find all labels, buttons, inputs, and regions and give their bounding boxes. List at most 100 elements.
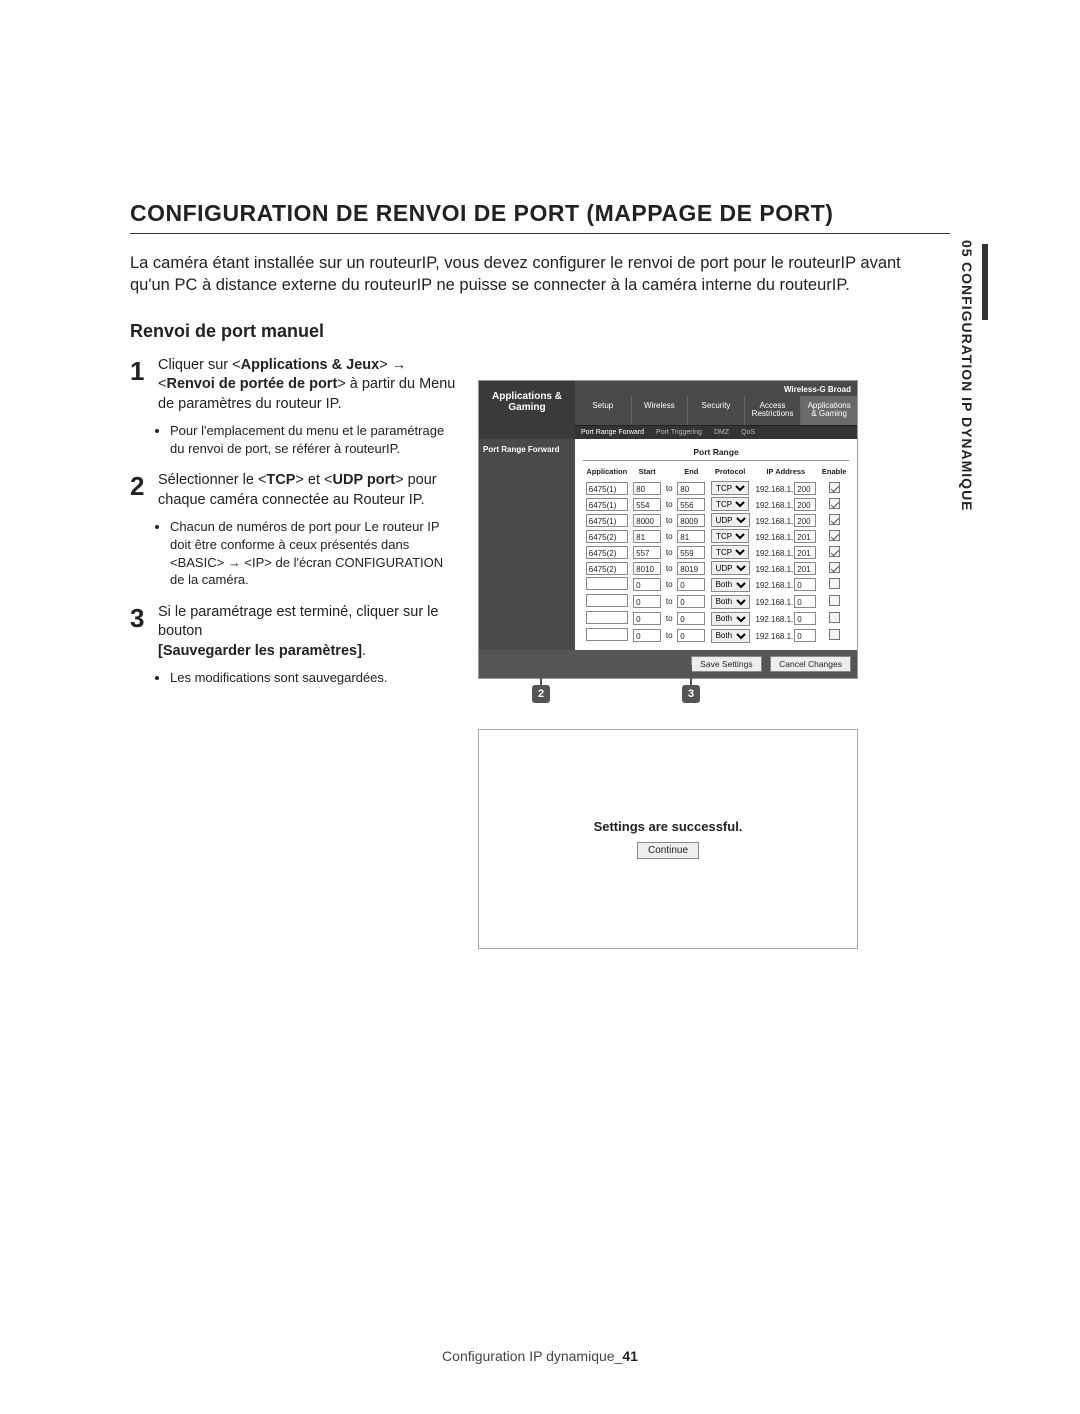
to-label: to [664,576,675,593]
protocol-select[interactable]: TCP [711,545,749,559]
to-label: to [664,593,675,610]
tab-setup[interactable]: Setup [575,396,631,426]
ip-suffix-input[interactable]: 200 [794,482,816,495]
app-input[interactable]: 6475(2) [586,546,628,559]
protocol-select[interactable]: UDP [711,513,750,527]
tab-apps-gaming[interactable]: Applications & Gaming [800,396,857,426]
end-port-input[interactable]: 559 [677,546,705,559]
end-port-input[interactable]: 0 [677,578,705,591]
step-1-bold-1: Applications & Jeux [241,357,380,373]
step-3-text: Si le paramétrage est terminé, cliquer s… [158,604,438,640]
table-row: 0to0Both192.168.1.0 [583,610,849,627]
end-port-input[interactable]: 80 [677,482,705,495]
protocol-select[interactable]: UDP [711,561,750,575]
protocol-select[interactable]: Both [711,595,750,609]
end-port-input[interactable]: 81 [677,530,705,543]
start-port-input[interactable]: 0 [633,629,661,642]
end-port-input[interactable]: 556 [677,498,705,511]
save-settings-button[interactable]: Save Settings [691,656,761,672]
enable-checkbox[interactable] [829,562,840,573]
app-input[interactable] [586,611,628,624]
app-input[interactable]: 6475(1) [586,498,628,511]
to-label: to [664,627,675,644]
continue-button[interactable]: Continue [637,842,699,859]
protocol-select[interactable]: TCP [711,497,749,511]
protocol-select[interactable]: Both [711,612,750,626]
ui-brand: Wireless-G Broad [575,381,857,396]
cancel-changes-button[interactable]: Cancel Changes [770,656,851,672]
th-ip: IP Address [752,465,819,480]
app-input[interactable]: 6475(2) [586,530,628,543]
app-input[interactable] [586,594,628,607]
start-port-input[interactable]: 554 [633,498,661,511]
enable-checkbox[interactable] [829,514,840,525]
start-port-input[interactable]: 8010 [633,562,661,575]
tab-security[interactable]: Security [687,396,744,426]
table-row: 6475(2)8010to8019UDP192.168.1.201 [583,560,849,576]
enable-checkbox[interactable] [829,629,840,640]
enable-checkbox[interactable] [829,530,840,541]
step-3-text: . [362,643,366,659]
start-port-input[interactable]: 80 [633,482,661,495]
subtab-qos[interactable]: QoS [735,426,761,439]
th-end: End [675,465,708,480]
end-port-input[interactable]: 8019 [677,562,705,575]
tab-access-restrictions[interactable]: Access Restrictions [744,396,801,426]
protocol-select[interactable]: Both [711,578,750,592]
start-port-input[interactable]: 0 [633,612,661,625]
start-port-input[interactable]: 8000 [633,514,661,527]
ip-suffix-input[interactable]: 200 [794,498,816,511]
app-input[interactable]: 6475(1) [586,482,628,495]
start-port-input[interactable]: 0 [633,595,661,608]
ip-prefix: 192.168.1. [755,501,794,510]
step-1-text: Cliquer sur < [158,357,241,373]
ip-suffix-input[interactable]: 201 [794,530,816,543]
protocol-select[interactable]: Both [711,629,750,643]
enable-checkbox[interactable] [829,612,840,623]
ip-suffix-input[interactable]: 0 [794,595,816,608]
end-port-input[interactable]: 8009 [677,514,705,527]
start-port-input[interactable]: 557 [633,546,661,559]
ip-suffix-input[interactable]: 0 [794,578,816,591]
step-2-bullet: Chacun de numéros de port pour Le routeu… [170,518,460,588]
success-dialog: Settings are successful. Continue [478,729,858,949]
to-label: to [664,560,675,576]
page-title: CONFIGURATION DE RENVOI DE PORT (MAPPAGE… [130,200,950,227]
ip-suffix-input[interactable]: 0 [794,629,816,642]
enable-checkbox[interactable] [829,578,840,589]
protocol-select[interactable]: TCP [711,481,749,495]
end-port-input[interactable]: 0 [677,629,705,642]
ip-suffix-input[interactable]: 201 [794,562,816,575]
router-ui-screenshot: Applications & Gaming Wireless-G Broad S… [478,380,858,680]
app-input[interactable]: 6475(2) [586,562,628,575]
end-port-input[interactable]: 0 [677,612,705,625]
enable-checkbox[interactable] [829,546,840,557]
table-row: 0to0Both192.168.1.0 [583,576,849,593]
to-label: to [664,544,675,560]
start-port-input[interactable]: 81 [633,530,661,543]
subtab-port-triggering[interactable]: Port Triggering [650,426,708,439]
table-row: 6475(1)554to556TCP192.168.1.200 [583,496,849,512]
step-2: 2 Sélectionner le <TCP> et <UDP port> po… [130,471,460,510]
subtab-port-range-forward[interactable]: Port Range Forward [575,426,650,439]
ip-suffix-input[interactable]: 200 [794,514,816,527]
step-2-bold-1: TCP [266,472,295,488]
step-2-text: Sélectionner le < [158,472,266,488]
ip-suffix-input[interactable]: 201 [794,546,816,559]
subtab-dmz[interactable]: DMZ [708,426,735,439]
app-input[interactable] [586,577,628,590]
end-port-input[interactable]: 0 [677,595,705,608]
ip-suffix-input[interactable]: 0 [794,612,816,625]
page-footer: Configuration IP dynamique_41 [0,1348,1080,1364]
enable-checkbox[interactable] [829,482,840,493]
start-port-input[interactable]: 0 [633,578,661,591]
app-input[interactable]: 6475(1) [586,514,628,527]
enable-checkbox[interactable] [829,595,840,606]
app-input[interactable] [586,628,628,641]
step-2-body: Sélectionner le <TCP> et <UDP port> pour… [158,471,460,510]
enable-checkbox[interactable] [829,498,840,509]
protocol-select[interactable]: TCP [711,529,749,543]
callout-2: 2 [532,685,550,703]
chapter-number: 05 [959,240,975,258]
tab-wireless[interactable]: Wireless [631,396,688,426]
